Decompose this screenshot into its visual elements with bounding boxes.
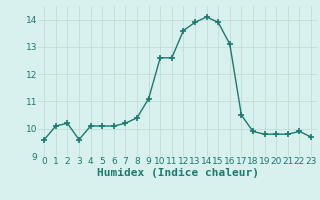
X-axis label: Humidex (Indice chaleur): Humidex (Indice chaleur): [97, 168, 259, 178]
